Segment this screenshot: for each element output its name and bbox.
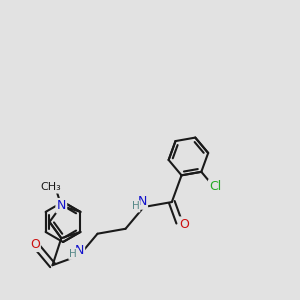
Text: H: H	[69, 249, 77, 259]
Text: CH₃: CH₃	[40, 182, 61, 192]
Text: O: O	[30, 238, 40, 251]
Text: Cl: Cl	[209, 180, 221, 193]
Text: N: N	[74, 244, 84, 257]
Text: N: N	[137, 196, 147, 208]
Text: H: H	[132, 201, 139, 211]
Text: O: O	[179, 218, 189, 231]
Text: N: N	[57, 199, 66, 212]
